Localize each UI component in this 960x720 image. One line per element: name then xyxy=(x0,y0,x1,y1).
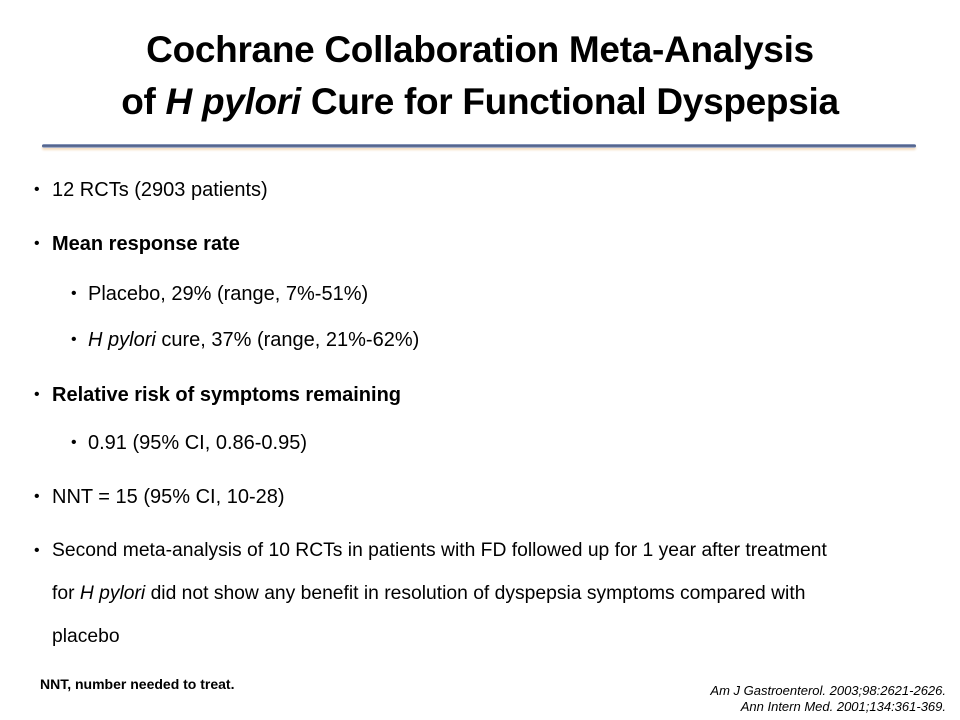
bullet-icon: • xyxy=(71,285,77,302)
bullet-text: NNT = 15 (95% CI, 10-28) xyxy=(52,486,285,508)
citation: Ann Intern Med. 2001;134:361-369. xyxy=(740,699,946,714)
bullet-icon: • xyxy=(71,331,77,348)
bullet-icon: • xyxy=(34,542,40,559)
bullet-text: 0.91 (95% CI, 0.86-0.95) xyxy=(88,432,308,454)
bullet-text: did not show any benefit in resolution o… xyxy=(145,583,806,604)
bullet-icon: • xyxy=(34,386,40,403)
bullet-icon: • xyxy=(34,181,40,198)
bullet-item: • Second meta-analysis of 10 RCTs in pati… xyxy=(34,539,827,563)
title-text: of xyxy=(121,81,166,122)
sub-bullet-item: • 0.91 (95% CI, 0.86-0.95) xyxy=(71,431,308,455)
bullet-item: • 12 RCTs (2903 patients) xyxy=(34,178,268,202)
bullet-text: Placebo, 29% (range, 7%-51%) xyxy=(88,283,369,305)
bullet-italic: H pylori xyxy=(88,329,156,351)
bullet-icon: • xyxy=(71,434,77,451)
sub-bullet-item: • H pylori cure, 37% (range, 21%-62%) xyxy=(71,328,420,352)
bullet-continuation: placebo xyxy=(52,625,120,649)
bullet-text: placebo xyxy=(52,626,120,647)
title-divider xyxy=(42,144,916,148)
bullet-item: • Mean response rate xyxy=(34,232,240,256)
title-text: Cure for Functional Dyspepsia xyxy=(300,81,839,122)
footnote: NNT, number needed to treat. xyxy=(40,676,235,692)
bullet-text: Second meta-analysis of 10 RCTs in patie… xyxy=(52,540,827,561)
bullet-item: • Relative risk of symptoms remaining xyxy=(34,383,402,407)
bullet-icon: • xyxy=(34,488,40,505)
bullet-text: for xyxy=(52,583,80,604)
bullet-text: cure, 37% (range, 21%-62%) xyxy=(155,329,420,351)
bullet-text: Mean response rate xyxy=(52,233,240,255)
bullet-text: Relative risk of symptoms remaining xyxy=(52,384,402,406)
bullet-icon: • xyxy=(34,235,40,252)
sub-bullet-item: • Placebo, 29% (range, 7%-51%) xyxy=(71,282,369,306)
citation: Am J Gastroenterol. 2003;98:2621-2626. xyxy=(710,683,946,698)
bullet-text: 12 RCTs (2903 patients) xyxy=(52,179,268,201)
slide-title-line-1: Cochrane Collaboration Meta-Analysis xyxy=(146,29,814,70)
slide-title-line-2: of H pylori Cure for Functional Dyspepsi… xyxy=(0,76,960,128)
title-italic: H pylori xyxy=(165,81,302,122)
bullet-continuation: for H pylori did not show any benefit in… xyxy=(52,582,805,606)
bullet-italic: H pylori xyxy=(79,583,146,604)
bullet-item: • NNT = 15 (95% CI, 10-28) xyxy=(34,485,285,509)
